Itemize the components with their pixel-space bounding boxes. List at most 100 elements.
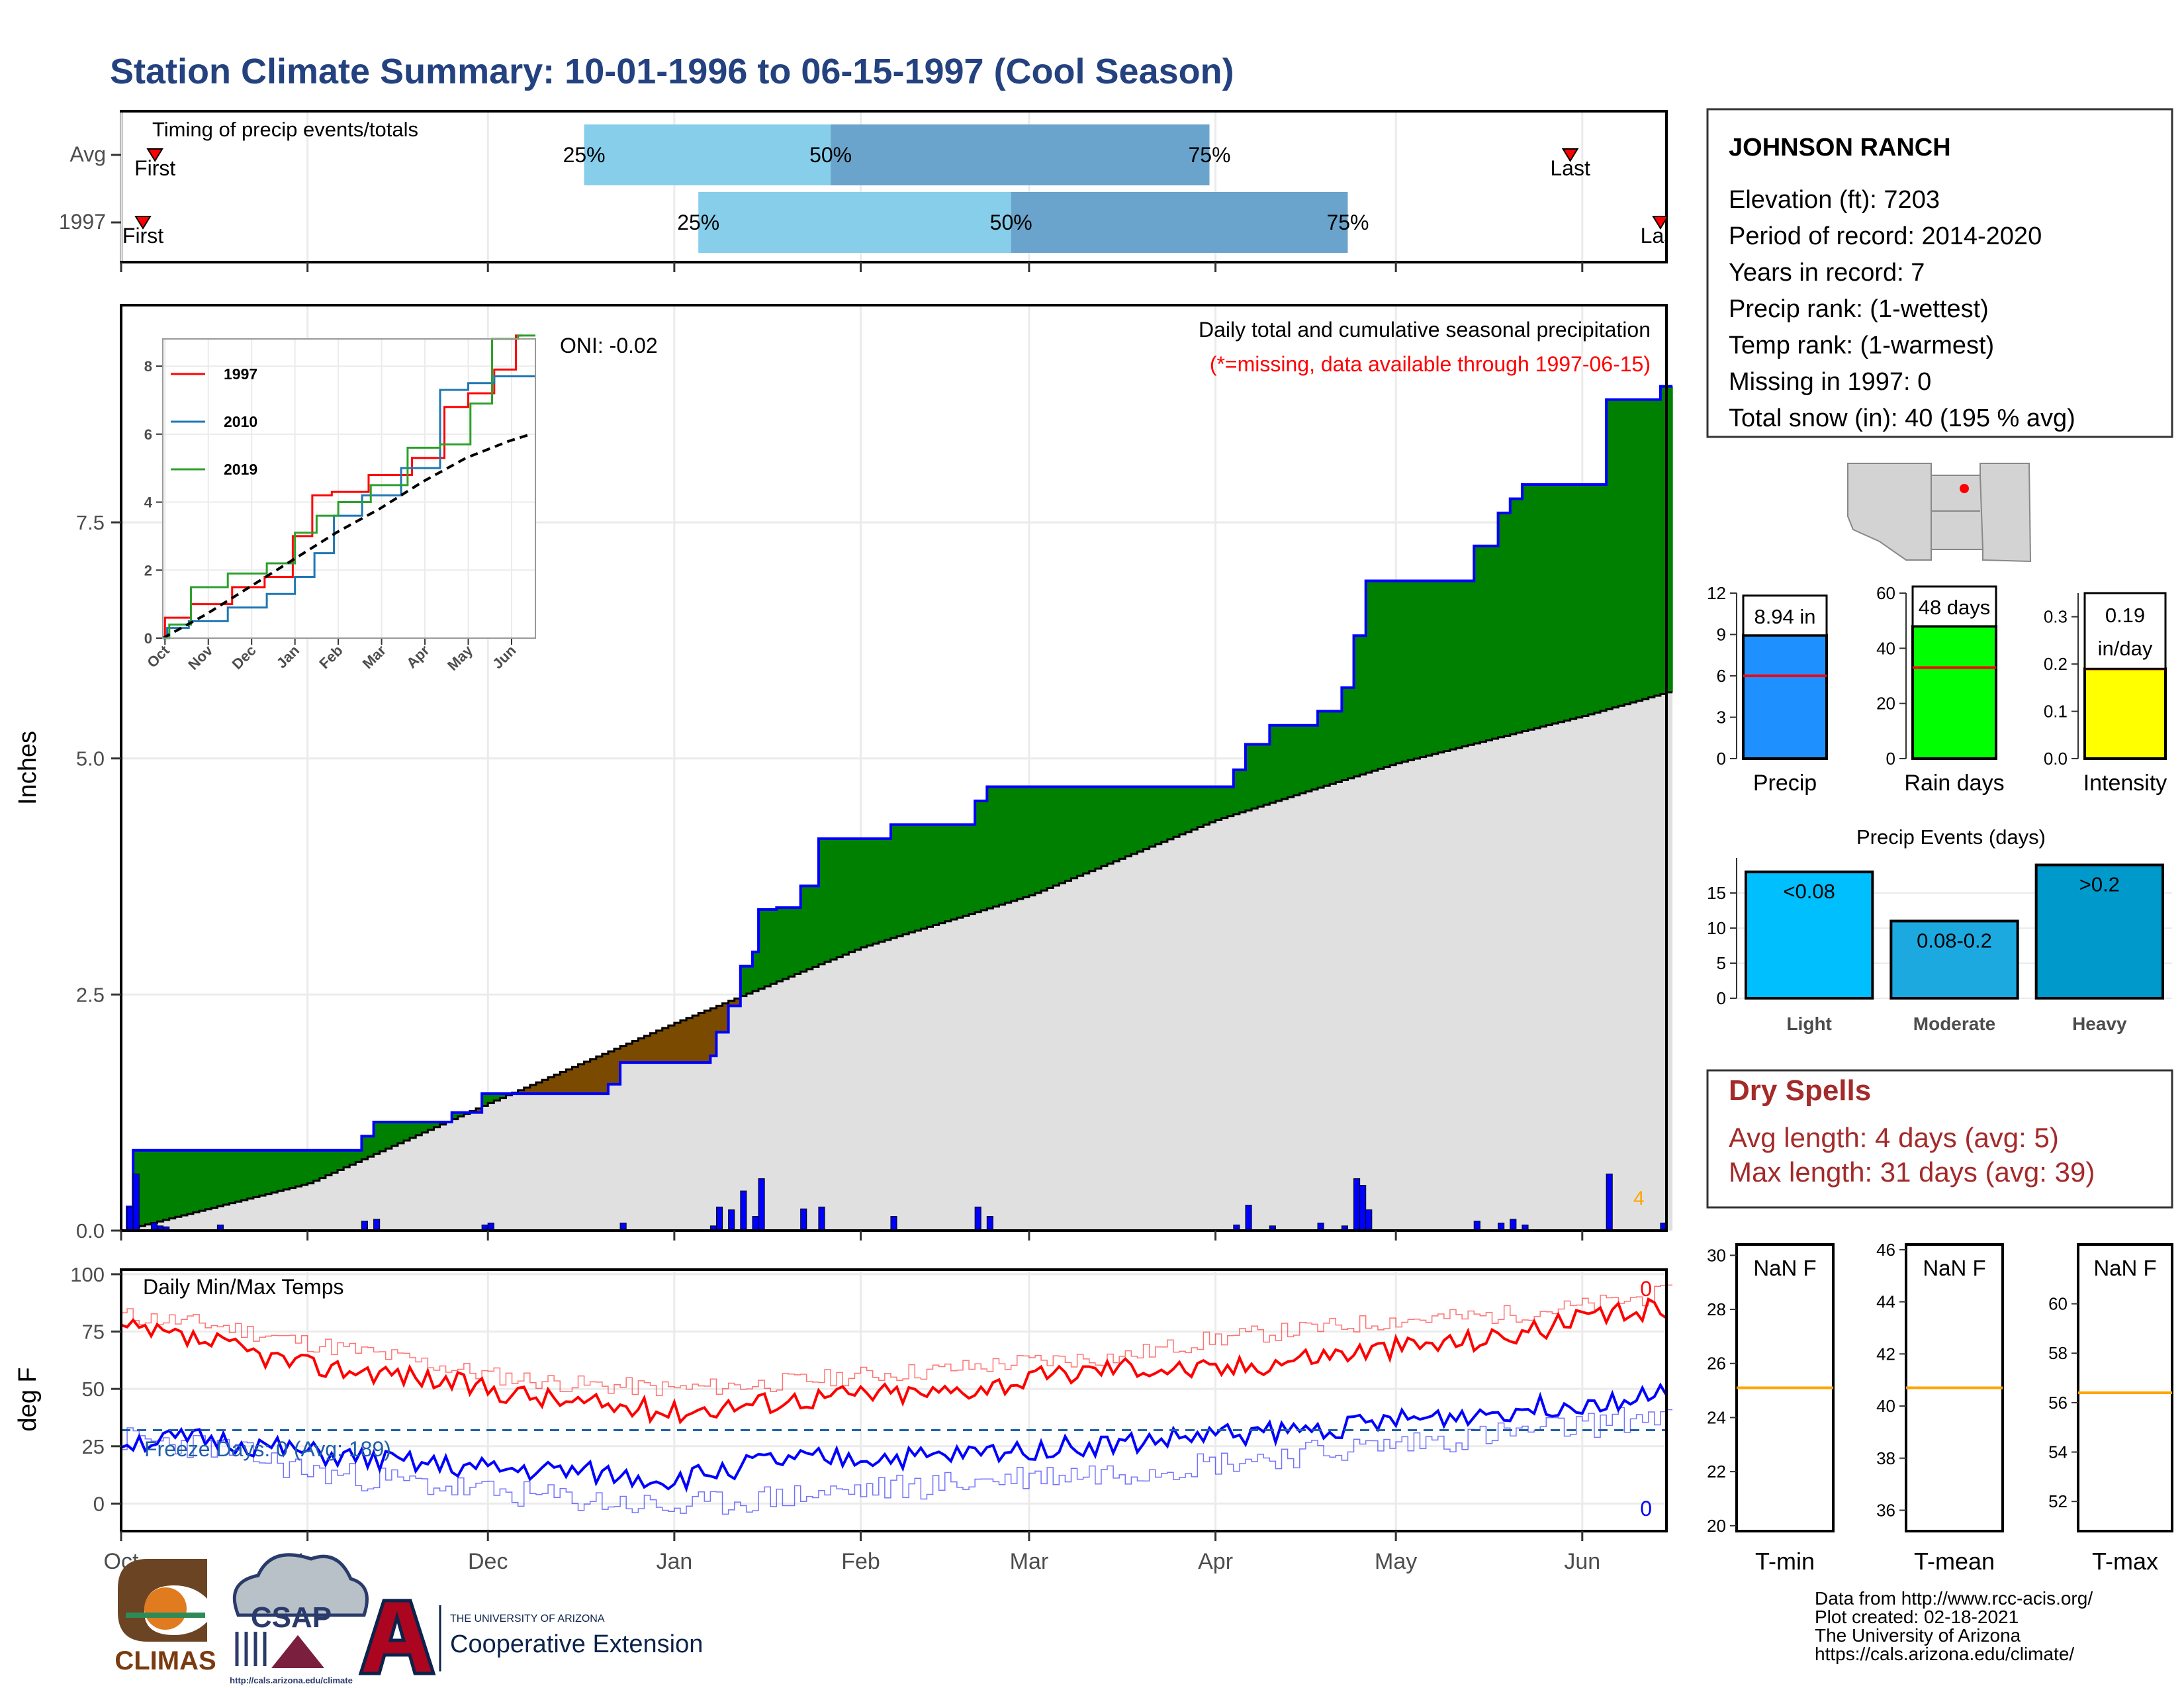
surplus-area <box>987 786 994 909</box>
deficit-area <box>728 1001 735 1006</box>
credit-plot-created: Plot created: 02-18-2021 <box>1815 1607 2019 1627</box>
surplus-area <box>404 1121 410 1141</box>
deficit-area <box>560 1072 567 1094</box>
surplus-area <box>385 1121 392 1149</box>
csap-wordmark: CSAP <box>251 1601 332 1634</box>
intensity-x-label: Intensity <box>2083 771 2167 796</box>
surplus-area <box>950 824 958 920</box>
surplus-area <box>1383 581 1390 767</box>
deficit-area <box>662 1027 669 1063</box>
surplus-area <box>145 1150 152 1225</box>
surplus-area <box>1047 786 1054 888</box>
daily-precip-bar <box>890 1216 897 1231</box>
timing-last-marker-1 <box>1652 216 1669 230</box>
timing-label-75-0: 75% <box>1188 143 1230 167</box>
t_mean-y-tick-label-4: 44 <box>1876 1292 1895 1312</box>
inset-background <box>162 338 536 639</box>
surplus-area <box>1305 725 1312 792</box>
temp-y-tick-label-4: 100 <box>70 1263 105 1286</box>
surplus-area <box>1342 687 1349 780</box>
deficit-area <box>710 1008 717 1056</box>
surplus-area <box>205 1150 212 1209</box>
surplus-area <box>1600 485 1607 711</box>
surplus-area <box>1462 581 1469 747</box>
rain_days-value-box <box>1911 585 1997 628</box>
precip-y-tick-label-1: 2.5 <box>76 983 105 1006</box>
inset-y-tick-label-1: 2 <box>144 562 152 579</box>
inset-y-tick-label-2: 4 <box>144 494 153 511</box>
deficit-area <box>529 1085 537 1094</box>
surplus-area <box>981 800 987 910</box>
surplus-area <box>355 1150 363 1162</box>
deficit-area <box>704 1010 711 1063</box>
deficit-area <box>578 1064 585 1094</box>
surplus-area <box>199 1150 206 1211</box>
surplus-area <box>1197 786 1205 827</box>
daily-precip-bar <box>1510 1219 1517 1231</box>
tmax-count: 0 <box>1640 1277 1652 1301</box>
rain_days-y-tick-label-0: 0 <box>1886 749 1895 769</box>
surplus-area <box>860 838 868 948</box>
figure-title: Station Climate Summary: 10-01-1996 to 0… <box>110 52 1234 91</box>
surplus-area <box>1257 744 1264 807</box>
surplus-area <box>265 1150 272 1194</box>
surplus-area <box>428 1121 435 1130</box>
surplus-area <box>1612 399 1619 708</box>
station-period: Period of record: 2014-2020 <box>1729 222 2042 250</box>
surplus-area <box>1456 581 1463 748</box>
temp-y-tick-label-1: 25 <box>82 1435 105 1458</box>
precip-y-label: Inches <box>14 731 42 805</box>
intensity-bar <box>2083 667 2167 760</box>
surplus-area <box>410 1121 416 1138</box>
deficit-area <box>632 1041 639 1063</box>
deficit-area <box>535 1082 543 1094</box>
t_mean-y-tick-label-2: 40 <box>1876 1396 1895 1416</box>
surplus-area <box>247 1150 254 1199</box>
daily-precip-bar <box>728 1209 735 1231</box>
surplus-area <box>1041 786 1048 891</box>
dry-spells-border <box>1706 1069 2173 1209</box>
deficit-area <box>686 1017 693 1063</box>
t_min-y-tick-label-4: 28 <box>1707 1299 1726 1319</box>
deficit-area <box>692 1015 699 1063</box>
t_max-y-tick-label-1: 54 <box>2048 1442 2068 1462</box>
t_min-x-label: T-min <box>1755 1548 1815 1575</box>
daily-precip-bar <box>1245 1204 1252 1231</box>
surplus-area <box>451 1112 459 1119</box>
rain_days-y-tick-label-2: 40 <box>1876 638 1895 658</box>
temp-y-label: deg F <box>14 1367 42 1431</box>
station-temp-rank: Temp rank: (1-warmest) <box>1729 332 1994 359</box>
credit-url: https://cals.arizona.edu/climate/ <box>1815 1644 2074 1664</box>
inset-legend-label-1997: 1997 <box>224 365 257 383</box>
tmax-average-line <box>121 1284 1673 1397</box>
surplus-area <box>944 824 952 921</box>
surplus-area <box>1540 485 1547 727</box>
deficit-area <box>644 1035 651 1063</box>
csap-cloud <box>232 1553 369 1617</box>
surplus-area <box>1005 786 1012 903</box>
events-bar-light <box>1745 870 1874 1000</box>
surplus-area <box>151 1150 158 1223</box>
logo-climas: CLIMAS <box>114 1559 216 1675</box>
surplus-area <box>1095 786 1102 869</box>
surplus-area <box>1528 485 1535 730</box>
deficit-area <box>566 1069 573 1094</box>
timing-label-75-1: 75% <box>1326 211 1369 234</box>
surplus-area <box>1065 786 1072 881</box>
t_min-value-label: NaN F <box>1753 1256 1816 1280</box>
surplus-area <box>1576 485 1583 718</box>
surplus-area <box>1353 635 1361 776</box>
surplus-area <box>884 838 891 940</box>
credit-university: The University of Arizona <box>1815 1625 2021 1646</box>
daily-precip-bar <box>1353 1178 1361 1231</box>
deficit-area <box>620 1046 627 1063</box>
surplus-area <box>866 838 874 946</box>
surplus-area <box>842 838 849 955</box>
daily-precip-bar <box>974 1206 981 1231</box>
t_min-y-tick-label-1: 22 <box>1707 1462 1726 1481</box>
ua-extension: Cooperative Extension <box>450 1630 703 1658</box>
surplus-area <box>1083 786 1090 874</box>
inset-y-tick-label-3: 6 <box>144 426 152 443</box>
surplus-area <box>313 1150 320 1181</box>
station-info-border <box>1706 108 2173 438</box>
